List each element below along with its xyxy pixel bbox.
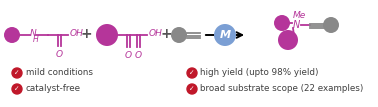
Text: N: N	[292, 20, 300, 30]
Circle shape	[4, 27, 20, 43]
Text: O: O	[56, 50, 63, 59]
Text: OH: OH	[149, 29, 163, 38]
Text: O: O	[135, 51, 142, 59]
Text: O: O	[124, 51, 132, 59]
Circle shape	[187, 84, 197, 94]
Circle shape	[187, 68, 197, 78]
Text: ✓: ✓	[189, 70, 195, 76]
Text: N: N	[30, 29, 37, 38]
Circle shape	[96, 24, 118, 46]
Text: OH: OH	[70, 29, 84, 38]
Text: broad substrate scope (22 examples): broad substrate scope (22 examples)	[200, 84, 364, 93]
Circle shape	[12, 84, 22, 94]
Circle shape	[171, 27, 187, 43]
Text: Me: Me	[292, 10, 306, 19]
Circle shape	[323, 17, 339, 33]
Text: +: +	[160, 27, 172, 41]
Text: +: +	[80, 27, 92, 41]
Text: M: M	[220, 30, 231, 39]
Text: H: H	[33, 34, 39, 44]
Text: ✓: ✓	[14, 86, 20, 92]
Text: ✓: ✓	[14, 70, 20, 76]
Text: high yield (upto 98% yield): high yield (upto 98% yield)	[200, 68, 319, 77]
Text: mild conditions: mild conditions	[25, 68, 93, 77]
Circle shape	[12, 68, 22, 78]
Text: catalyst-free: catalyst-free	[25, 84, 81, 93]
Circle shape	[214, 24, 236, 46]
Circle shape	[278, 30, 298, 50]
Text: ✓: ✓	[189, 86, 195, 92]
Circle shape	[274, 15, 290, 31]
